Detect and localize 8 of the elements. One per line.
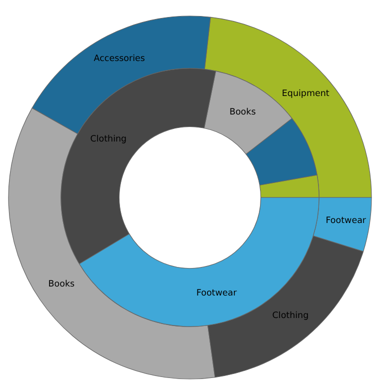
slice-label: Clothing	[272, 310, 309, 321]
slice-label: Equipment	[282, 89, 330, 100]
data-label: Footwear	[196, 288, 238, 299]
slice-label: Accessories	[94, 54, 146, 64]
slice-label: Books	[48, 280, 76, 290]
slice-label: Footwear	[326, 216, 366, 226]
data-label: Books	[229, 108, 256, 118]
data-label: Clothing	[90, 134, 127, 145]
